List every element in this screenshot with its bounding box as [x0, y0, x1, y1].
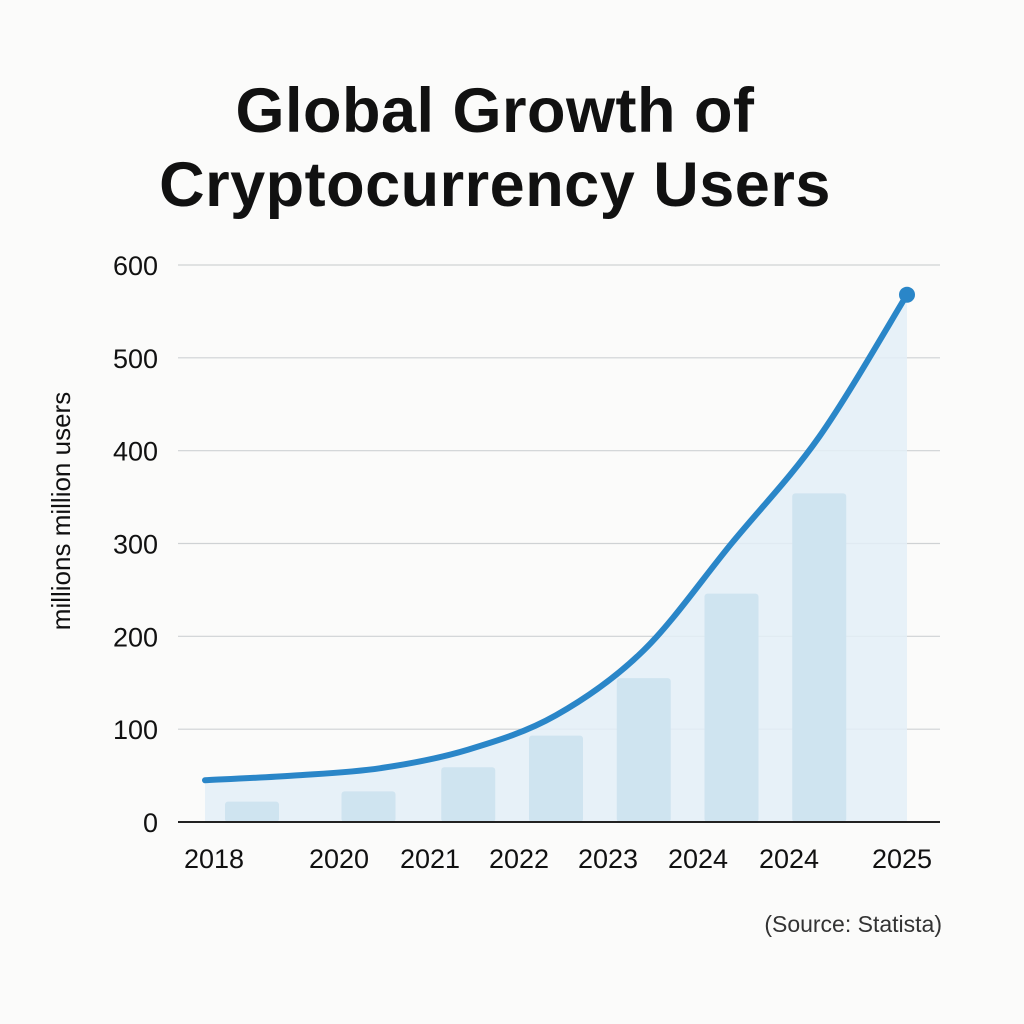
- y-tick-label-600: 600: [113, 251, 158, 281]
- y-tick-label-0: 0: [143, 808, 158, 838]
- x-tick-label-0: 2018: [184, 844, 244, 874]
- bar-layer: [225, 493, 847, 822]
- bar-3: [441, 767, 496, 822]
- bar-4: [529, 735, 583, 822]
- y-tick-label-400: 400: [113, 437, 158, 467]
- chart-title-line-2: Cryptocurrency Users: [159, 150, 831, 220]
- source-note: (Source: Statista): [764, 911, 942, 937]
- bar-2: [341, 791, 396, 822]
- x-tick-label-3: 2022: [489, 844, 549, 874]
- x-tick-label-1: 2020: [309, 844, 369, 874]
- y-tick-label-300: 300: [113, 530, 158, 560]
- y-tick-label-200: 200: [113, 622, 158, 652]
- y-tick-label-500: 500: [113, 344, 158, 374]
- y-tick-label-100: 100: [113, 715, 158, 745]
- bar-1: [225, 801, 279, 822]
- line-layer: [202, 286, 915, 784]
- line-end-point: [899, 286, 915, 303]
- x-tick-label-6: 2024: [759, 844, 819, 874]
- series-line: [202, 291, 910, 784]
- x-tick-label-5: 2024: [668, 844, 728, 874]
- bar-5: [616, 678, 671, 822]
- x-tick-label-7: 2025: [872, 844, 932, 874]
- bar-6: [704, 593, 759, 822]
- x-tick-label-2: 2021: [400, 844, 460, 874]
- x-tick-labels: 2018 2020 2021 2022 2023 2024 2024 2025: [184, 844, 932, 874]
- chart-title-line-1: Global Growth of: [235, 76, 755, 146]
- chart-title: Global Growth of Cryptocurrency Users: [0, 74, 990, 222]
- bar-7: [792, 493, 847, 822]
- x-tick-label-4: 2023: [578, 844, 638, 874]
- y-tick-labels: 0 100 200 300 400 500 600: [113, 251, 158, 838]
- y-axis-title: millions million users: [46, 392, 76, 630]
